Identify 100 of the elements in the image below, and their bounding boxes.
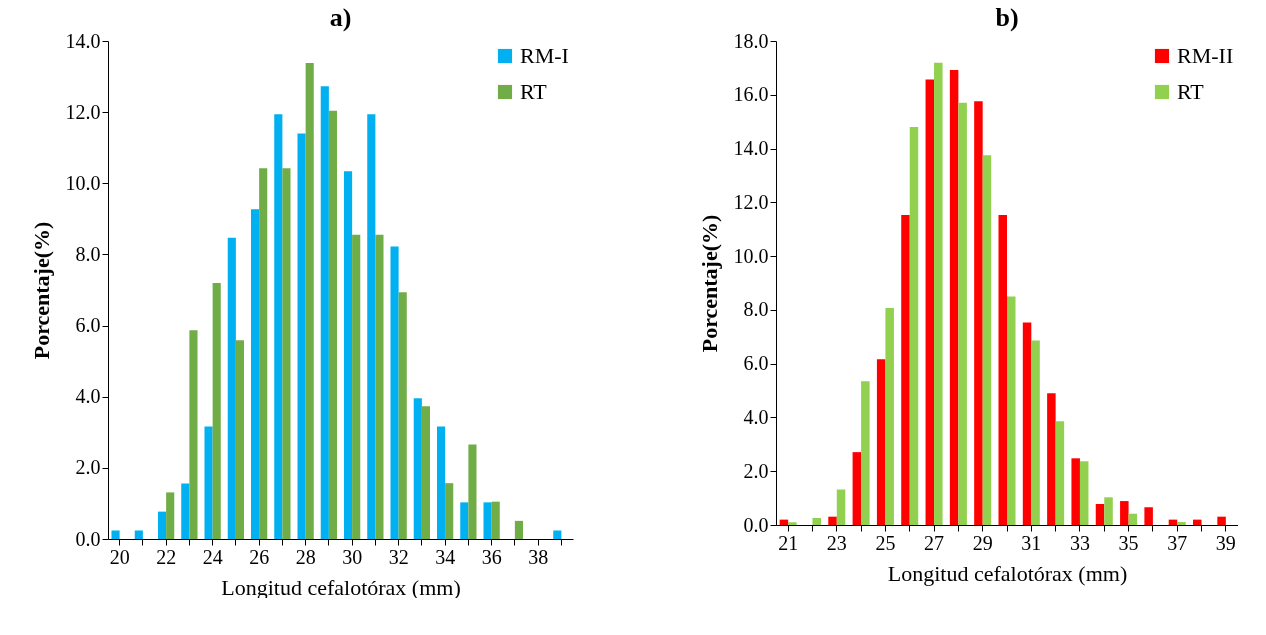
y-tick-label: 12.0 xyxy=(65,100,101,123)
x-tick-label: 37 xyxy=(1167,531,1188,554)
bar xyxy=(367,114,376,539)
x-tick-label: 21 xyxy=(778,531,799,554)
y-tick-label: 2.0 xyxy=(743,459,769,482)
bar xyxy=(901,214,910,525)
x-axis-title: Longitud cefalotórax (mm) xyxy=(887,560,1128,586)
bar xyxy=(553,530,562,539)
bar xyxy=(1217,516,1226,525)
legend-label: RT xyxy=(1177,79,1205,104)
x-tick-label: 34 xyxy=(435,545,456,568)
x-tick-label: 24 xyxy=(202,545,223,568)
x-tick-label: 28 xyxy=(295,545,316,568)
bar xyxy=(166,492,175,539)
bar xyxy=(204,426,213,539)
bar xyxy=(1120,501,1129,525)
x-tick-label: 26 xyxy=(249,545,270,568)
x-tick-label: 29 xyxy=(972,531,993,554)
bar xyxy=(297,133,306,539)
y-axis-title: Porcentaje(%) xyxy=(696,214,722,353)
legend-label: RM-II xyxy=(1177,43,1234,68)
x-tick-label: 36 xyxy=(481,545,502,568)
bar xyxy=(282,168,291,539)
y-tick-label: 10.0 xyxy=(733,244,769,267)
bar xyxy=(934,62,943,525)
bar xyxy=(483,502,492,539)
x-tick-label: 35 xyxy=(1118,531,1139,554)
bar xyxy=(1193,519,1202,525)
x-tick-label: 32 xyxy=(388,545,409,568)
bar xyxy=(876,359,886,525)
bar xyxy=(468,444,477,539)
bar xyxy=(828,516,837,525)
y-tick-label: 2.0 xyxy=(75,456,101,479)
bar xyxy=(812,518,821,525)
bar xyxy=(227,237,236,539)
bar xyxy=(925,79,935,525)
bar xyxy=(998,214,1007,525)
y-tick-label: 18.0 xyxy=(733,29,769,52)
bar xyxy=(1047,393,1056,525)
bar xyxy=(958,102,967,525)
bar xyxy=(343,171,353,539)
bar xyxy=(305,63,314,539)
bar xyxy=(491,501,500,539)
y-tick-label: 8.0 xyxy=(75,242,101,265)
bar xyxy=(320,86,329,539)
bar xyxy=(250,209,260,539)
x-tick-label: 20 xyxy=(109,545,130,568)
legend-label: RM-I xyxy=(520,43,569,68)
bar xyxy=(514,520,524,539)
bar xyxy=(1095,504,1105,525)
bar xyxy=(352,234,361,539)
bar xyxy=(974,101,983,525)
x-tick-label: 38 xyxy=(528,545,549,568)
bar xyxy=(1071,458,1080,525)
bar xyxy=(421,406,431,539)
x-tick-label: 39 xyxy=(1215,531,1236,554)
bar xyxy=(1022,322,1032,525)
bar xyxy=(111,530,120,539)
bar xyxy=(375,234,384,539)
chart-title: b) xyxy=(995,3,1019,32)
y-tick-label: 16.0 xyxy=(733,83,769,106)
bar xyxy=(181,483,190,539)
bar xyxy=(861,381,870,525)
y-tick-label: 12.0 xyxy=(733,190,769,213)
y-tick-label: 14.0 xyxy=(733,137,769,160)
bar xyxy=(212,282,221,539)
y-tick-label: 6.0 xyxy=(75,314,101,337)
bar xyxy=(445,483,454,539)
x-tick-label: 23 xyxy=(826,531,847,554)
bar xyxy=(949,70,959,525)
x-tick-label: 30 xyxy=(342,545,363,568)
bar xyxy=(1079,461,1089,525)
chart-title: a) xyxy=(329,3,352,32)
bar xyxy=(852,452,862,525)
bar xyxy=(982,155,992,525)
bar xyxy=(1144,507,1153,525)
bar xyxy=(836,489,846,525)
bar xyxy=(1055,421,1065,525)
bar xyxy=(259,168,268,539)
bar xyxy=(390,246,399,539)
y-tick-label: 10.0 xyxy=(65,171,101,194)
bar xyxy=(460,502,469,539)
y-tick-label: 8.0 xyxy=(743,298,769,321)
bar xyxy=(436,426,446,539)
x-tick-label: 25 xyxy=(875,531,896,554)
bar xyxy=(413,398,422,539)
bar xyxy=(157,511,167,539)
bar xyxy=(274,114,283,539)
bar xyxy=(1007,296,1016,525)
x-tick-label: 31 xyxy=(1021,531,1042,554)
bar xyxy=(328,110,338,539)
y-tick-label: 4.0 xyxy=(743,405,769,428)
y-tick-label: 6.0 xyxy=(743,352,769,375)
y-tick-label: 0.0 xyxy=(75,527,101,550)
bar xyxy=(788,522,797,525)
legend-label: RT xyxy=(520,79,548,104)
bar xyxy=(235,340,245,539)
x-tick-label: 27 xyxy=(924,531,945,554)
y-tick-label: 14.0 xyxy=(65,29,101,52)
x-tick-label: 33 xyxy=(1069,531,1090,554)
